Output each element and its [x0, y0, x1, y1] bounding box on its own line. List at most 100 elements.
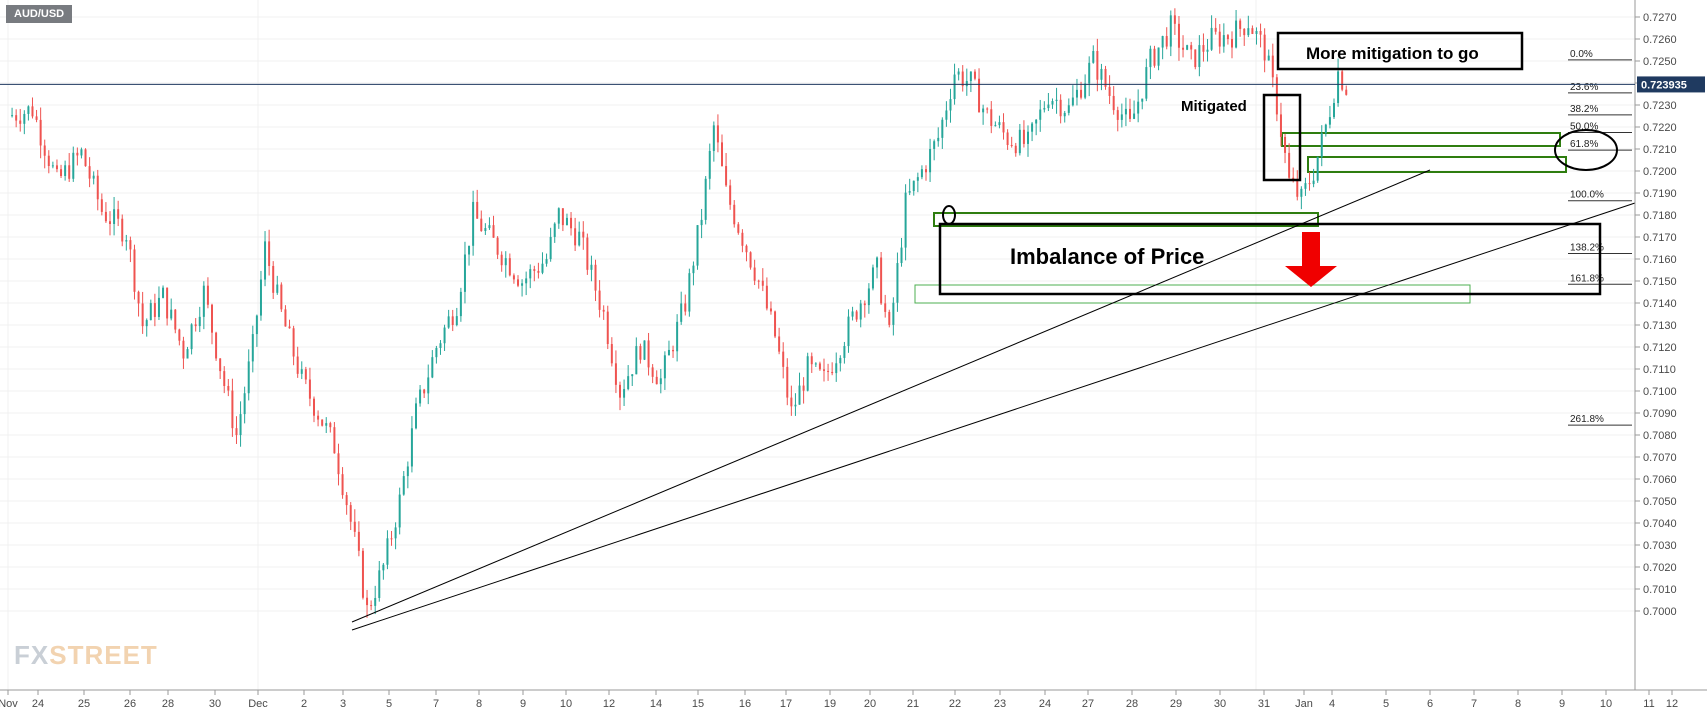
candle-body	[443, 327, 446, 344]
candle-body	[68, 165, 71, 179]
imbalance-label: Imbalance of Price	[1010, 244, 1204, 269]
candle-body	[1108, 86, 1111, 96]
candle-body	[1296, 180, 1299, 197]
candle-body	[1080, 89, 1083, 98]
candle-body	[243, 393, 246, 415]
candle-body	[570, 217, 573, 229]
red-down-arrow	[1285, 232, 1337, 287]
x-tick-label: 24	[1039, 698, 1051, 710]
candle-body	[1047, 104, 1050, 109]
x-tick-label: 22	[949, 698, 961, 710]
candle-body	[643, 340, 646, 360]
more-mitigation-box	[1276, 31, 1524, 71]
candle-body	[1149, 48, 1152, 68]
candle-body	[1165, 36, 1168, 47]
candle-body	[594, 264, 597, 291]
candle-body	[557, 208, 560, 224]
candle-body	[647, 340, 650, 368]
candle-body	[847, 316, 850, 347]
candle-body	[1324, 124, 1327, 133]
x-tick-label: Jan	[1295, 698, 1313, 710]
candle-body	[761, 280, 764, 286]
candle-body	[435, 347, 438, 358]
candle-body	[1222, 35, 1225, 47]
candle-body	[778, 336, 781, 352]
candle-body	[1161, 36, 1164, 48]
candle-body	[814, 363, 817, 365]
candle-body	[1141, 98, 1144, 102]
mitigated-box	[1262, 93, 1302, 182]
candle-body	[757, 280, 760, 282]
candle-body	[329, 423, 332, 428]
candle-body	[1235, 20, 1238, 48]
candle-body	[1039, 109, 1042, 120]
candle-body	[113, 209, 116, 224]
candle-body	[227, 385, 230, 391]
candle-body	[125, 240, 128, 242]
candle-body	[304, 369, 307, 380]
candle-body	[423, 389, 426, 394]
x-tick-label: 9	[1559, 698, 1565, 710]
y-tick-label: 0.7160	[1643, 254, 1677, 266]
symbol-badge[interactable]: AUD/USD	[6, 5, 73, 23]
candle-body	[533, 269, 536, 271]
x-tick-label: 8	[1515, 698, 1521, 710]
candle-body	[912, 180, 915, 192]
x-tick-label: 14	[650, 698, 662, 710]
candle-body	[1239, 20, 1242, 29]
y-tick-label: 0.7120	[1643, 342, 1677, 354]
candle-body	[292, 328, 295, 357]
candle-body	[219, 358, 222, 372]
candle-body	[982, 108, 985, 113]
candle-body	[667, 349, 670, 356]
candle-body	[162, 287, 165, 298]
candle-body	[182, 340, 185, 359]
candle-body	[631, 374, 634, 377]
candle-body	[1328, 117, 1331, 125]
candle-body	[1067, 105, 1070, 113]
candle-body	[43, 145, 46, 156]
candle-body	[1341, 71, 1344, 90]
candle-body	[663, 355, 666, 379]
candle-body	[937, 137, 940, 142]
current-price-label: 0.723935	[1641, 79, 1687, 91]
x-tick-label: 12	[603, 698, 615, 710]
y-tick-label: 0.7180	[1643, 210, 1677, 222]
candle-body	[786, 366, 789, 398]
candle-body	[1100, 68, 1103, 80]
candle-body	[541, 263, 544, 273]
candle-body	[1055, 99, 1058, 102]
candle-body	[827, 370, 830, 372]
candle-body	[1043, 108, 1046, 110]
candle-body	[1059, 99, 1062, 117]
x-tick-label: 29	[1170, 698, 1182, 710]
x-tick-label: 11	[1643, 698, 1654, 710]
candle-body	[994, 125, 997, 127]
candle-body	[855, 311, 858, 320]
y-tick-label: 0.7030	[1643, 540, 1677, 552]
candle-body	[129, 240, 132, 250]
x-tick-label: 6	[1427, 698, 1433, 710]
y-tick-label: 0.7190	[1643, 188, 1677, 200]
y-tick-label: 0.7220	[1643, 122, 1677, 134]
candle-body	[39, 119, 42, 146]
candle-body	[308, 379, 311, 399]
candle-body	[1231, 39, 1233, 48]
candle-body	[215, 332, 218, 359]
y-tick-label: 0.7000	[1643, 606, 1677, 618]
candle-body	[1247, 28, 1250, 36]
candle-body	[941, 119, 944, 138]
y-tick-label: 0.7250	[1643, 56, 1677, 68]
fib-label: 50.0%	[1570, 122, 1598, 133]
candle-body	[680, 303, 683, 322]
candle-body	[345, 495, 348, 506]
x-tick-label: Dec	[248, 698, 268, 710]
candle-body	[47, 155, 50, 167]
candle-body	[712, 125, 715, 151]
candle-body	[737, 224, 740, 233]
fib-label: 161.8%	[1570, 273, 1604, 284]
candle-body	[296, 356, 299, 374]
candle-body	[231, 390, 234, 429]
candle-body	[1096, 50, 1099, 80]
